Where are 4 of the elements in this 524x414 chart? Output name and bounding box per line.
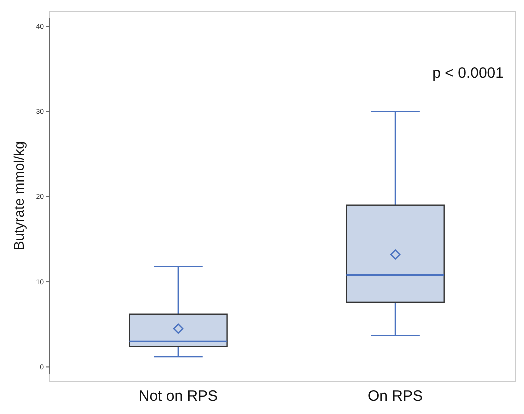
annotation: p < 0.0001 [432, 65, 504, 82]
x-tick-label: On RPS [368, 388, 424, 405]
y-axis-title: Butyrate mmol/kg [10, 142, 27, 250]
x-tick-label: Not on RPS [138, 388, 218, 405]
